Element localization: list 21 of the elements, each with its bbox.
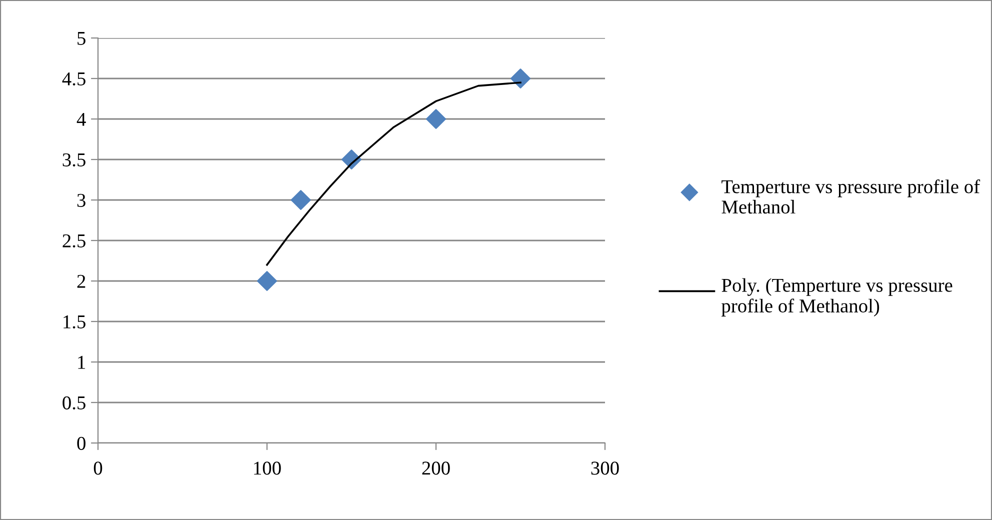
y-tick-label: 3.5 [62,153,86,167]
y-tick-label: 5 [78,32,86,45]
y-tick-label: 4.5 [62,72,86,86]
y-tick-label: 4 [76,112,86,126]
legend-label: Poly. (Temperture vs pressure profile of Methanol) [721,278,952,316]
y-tick-label: 1.5 [64,315,86,329]
y-tick-label: 0 [77,436,86,450]
x-tick-label: 200 [422,462,450,475]
x-tick-label: 100 [254,462,281,475]
x-tick-label: 300 [591,462,619,475]
point [256,270,278,292]
x-tick-label: 0 [94,462,102,475]
point [426,108,446,130]
point [510,68,531,89]
y-tick-label: 1 [78,356,86,369]
y-tick-label: 3 [77,194,86,207]
y-tick-label: 0.5 [62,396,86,410]
y-tick-label: 2.5 [62,234,86,248]
point [290,190,311,210]
y-tick-label: 2 [77,274,86,288]
legend-label: Temperture vs pressure profile of Methanol [722,179,980,214]
